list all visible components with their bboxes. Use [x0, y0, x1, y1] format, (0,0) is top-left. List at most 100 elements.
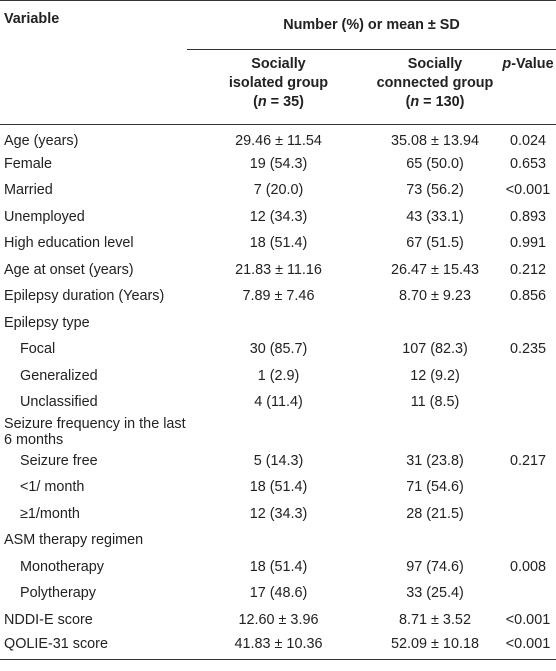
isolated-group-value: 7.89 ± 7.46	[242, 288, 315, 305]
connected-group-value: 71 (54.6)	[406, 479, 464, 496]
isolated-group-value	[187, 416, 370, 448]
connected-group-value: 97 (74.6)	[406, 558, 464, 575]
row-label: Seizure free	[20, 452, 98, 469]
row-label: Age at onset (years)	[4, 261, 134, 278]
p-value: 0.856	[509, 288, 546, 305]
connected-group-value: 11 (8.5)	[410, 394, 460, 411]
isolated-group-value: 17 (48.6)	[249, 585, 308, 602]
table-row: Unemployed 12 (34.3) 43 (33.1) 0.893	[0, 204, 556, 231]
isolated-group-value: 1 (2.9)	[257, 367, 300, 384]
group-span-header: Number (%) or mean ± SD	[187, 0, 556, 50]
p-value: 0.991	[509, 235, 546, 252]
p-suffix: -Value	[511, 55, 554, 72]
table-body: Age (years) 29.46 ± 11.54 35.08 ± 13.94 0.0…	[0, 124, 556, 660]
connected-group-value: 35.08 ± 13.94	[391, 132, 479, 149]
isolated-group-value: 18 (51.4)	[249, 558, 308, 575]
connected-group-value: 28 (21.5)	[406, 505, 464, 522]
isolated-group-value: 19 (54.3)	[249, 155, 308, 172]
isolated-group-value: 41.83 ± 10.36	[187, 633, 370, 660]
row-label: Unclassified	[20, 394, 98, 411]
isolated-group-value	[187, 310, 370, 337]
p-value: 0.653	[509, 155, 546, 172]
isolated-group-value: 12 (34.3)	[249, 208, 308, 225]
connected-group-value: 73 (56.2)	[406, 182, 464, 199]
table-row: Monotherapy 18 (51.4) 97 (74.6) 0.008	[0, 554, 556, 581]
connected-group-value: 107 (82.3)	[402, 341, 468, 358]
connected-group-value: 67 (51.5)	[406, 235, 464, 252]
table-row: Married 7 (20.0) 73 (56.2) <0.001	[0, 177, 556, 204]
row-label: Seizure frequency in the last 6 months	[4, 415, 186, 448]
table-row: ASM therapy regimen	[0, 527, 556, 554]
connected-group-header: Socially connected group (n = 130)	[370, 49, 500, 124]
isolated-group-value	[187, 527, 370, 554]
row-label: ≥1/month	[20, 505, 80, 522]
isolated-group-value: 12 (34.3)	[249, 505, 308, 522]
p-value: 0.893	[509, 208, 546, 225]
row-label: Epilepsy type	[4, 314, 90, 331]
col1-n-italic: n	[257, 93, 267, 110]
p-value	[500, 363, 556, 390]
isolated-group-value: 4 (11.4)	[254, 394, 303, 411]
p-value	[500, 580, 556, 607]
table-row: Unclassified 4 (11.4) 11 (8.5)	[0, 389, 556, 416]
isolated-group-value: 21.83 ± 11.16	[235, 261, 322, 278]
row-label: Polytherapy	[20, 585, 96, 602]
table-row: Age (years) 29.46 ± 11.54 35.08 ± 13.94 0.0…	[0, 124, 556, 151]
p-value: <0.001	[500, 633, 556, 660]
connected-group-value: 65 (50.0)	[406, 155, 464, 172]
p-value: 0.212	[509, 261, 546, 278]
row-label: Focal	[20, 341, 56, 358]
row-label: Unemployed	[4, 208, 85, 225]
table-row: Generalized 1 (2.9) 12 (9.2)	[0, 363, 556, 390]
table-row: Epilepsy type	[0, 310, 556, 337]
table-row: NDDI-E score 12.60 ± 3.96 8.71 ± 3.52 <0.00…	[0, 607, 556, 634]
connected-group-value: 12 (9.2)	[410, 367, 460, 384]
p-value-header: p-Value	[500, 49, 556, 124]
table-row: Epilepsy duration (Years) 7.89 ± 7.46 8.70…	[0, 283, 556, 310]
col1-n-suffix: = 35)	[266, 93, 304, 110]
isolated-group-value: 7 (20.0)	[253, 182, 304, 199]
col2-n-prefix: (	[405, 93, 411, 110]
table-row: Age at onset (years) 21.83 ± 11.16 26.47 ±…	[0, 257, 556, 284]
isolated-group-value: 29.46 ± 11.54	[235, 132, 322, 149]
isolated-group-value: 18 (51.4)	[249, 479, 308, 496]
row-label: Female	[4, 155, 52, 172]
isolated-group-value: 5 (14.3)	[253, 452, 304, 469]
isolated-group-value: 30 (85.7)	[249, 341, 308, 358]
p-value: 0.024	[509, 132, 546, 149]
connected-group-value: 26.47 ± 15.43	[391, 261, 479, 278]
connected-group-value	[370, 527, 500, 554]
table-row: Focal 30 (85.7) 107 (82.3) 0.235	[0, 336, 556, 363]
p-value	[500, 474, 556, 501]
table-row: Seizure free 5 (14.3) 31 (23.8) 0.217	[0, 448, 556, 475]
table-row: ≥1/month 12 (34.3) 28 (21.5)	[0, 501, 556, 528]
connected-group-value: 8.70 ± 9.23	[399, 288, 471, 305]
p-value	[500, 527, 556, 554]
col2-n-suffix: = 130)	[419, 93, 465, 110]
connected-group-value: 31 (23.8)	[406, 452, 464, 469]
col1-n-prefix: (	[253, 93, 258, 110]
p-italic: p	[502, 55, 512, 72]
header-row-1: Variable Number (%) or mean ± SD	[0, 0, 556, 50]
table-row: Polytherapy 17 (48.6) 33 (25.4)	[0, 580, 556, 607]
table-row: <1/ month 18 (51.4) 71 (54.6)	[0, 474, 556, 501]
row-label: Generalized	[20, 367, 98, 384]
row-label: Married	[4, 182, 53, 199]
p-value	[500, 416, 556, 448]
p-value: 0.217	[509, 452, 546, 469]
isolated-group-value: 18 (51.4)	[249, 235, 308, 252]
empty-header	[0, 49, 187, 124]
p-value	[500, 310, 556, 337]
row-label: Age (years)	[4, 132, 79, 149]
row-label: <1/ month	[20, 479, 85, 496]
connected-group-value: 33 (25.4)	[406, 585, 464, 602]
connected-group-value: 52.09 ± 10.18	[370, 633, 500, 660]
connected-group-value	[370, 310, 500, 337]
connected-group-value	[370, 416, 500, 448]
p-value: <0.001	[505, 182, 551, 199]
isolated-group-value: 12.60 ± 3.96	[238, 611, 319, 628]
connected-group-value: 8.71 ± 3.52	[399, 611, 471, 628]
col2-line2: connected group	[376, 74, 494, 91]
p-value: 0.008	[509, 558, 546, 575]
